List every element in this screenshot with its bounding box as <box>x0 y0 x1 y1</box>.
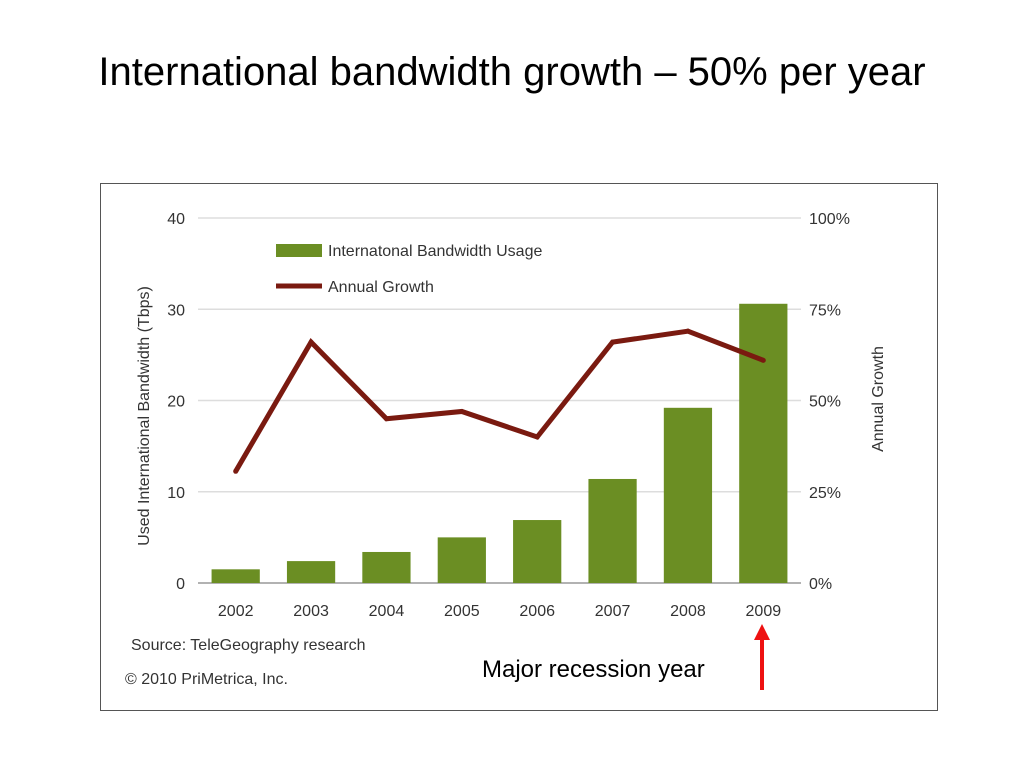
y-tick-label-left: 30 <box>167 302 185 319</box>
x-tick-label: 2004 <box>369 603 405 620</box>
recession-annotation: Major recession year <box>482 656 705 683</box>
x-tick-label: 2008 <box>670 603 706 620</box>
growth-point-2004 <box>383 416 389 422</box>
up-arrow-icon <box>754 624 770 690</box>
legend-label-bandwidth: Internatonal Bandwidth Usage <box>328 243 542 260</box>
bar-2002 <box>211 569 260 583</box>
bar-2005 <box>437 537 486 583</box>
tick-labels: 0 0% 10 25% 20 50% 30 75% 40 100% 2002 2003 2004 2005… <box>167 211 850 620</box>
growth-point-2003 <box>308 339 314 345</box>
bar-2009 <box>739 303 788 583</box>
bar-2007 <box>588 478 637 583</box>
growth-series-line <box>233 328 765 473</box>
y-axis-label-left: Used International Bandwidth (Tbps) <box>136 286 153 546</box>
x-tick-label: 2002 <box>218 603 254 620</box>
legend-swatch-bandwidth <box>276 244 322 257</box>
growth-point-2002 <box>233 468 239 474</box>
y-tick-label-right: 50% <box>809 394 841 411</box>
source-text: Source: TeleGeography research <box>131 637 366 654</box>
growth-point-2006 <box>534 434 540 440</box>
growth-point-2008 <box>685 328 691 334</box>
y-axis-label-right: Annual Growth <box>870 346 887 452</box>
chart-frame: 0 0% 10 25% 20 50% 30 75% 40 100% 2002 2003 2004 2005… <box>100 183 938 711</box>
bar-2006 <box>513 520 562 583</box>
legend: Internatonal Bandwidth Usage Annual Grow… <box>276 243 542 296</box>
x-tick-label: 2007 <box>595 603 631 620</box>
y-tick-label-left: 20 <box>167 394 185 411</box>
growth-point-2009 <box>760 357 766 363</box>
y-tick-label-right: 75% <box>809 302 841 319</box>
growth-point-2005 <box>459 408 465 414</box>
y-tick-label-right: 25% <box>809 485 841 502</box>
x-tick-label: 2009 <box>746 603 782 620</box>
growth-line <box>233 328 766 474</box>
bandwidth-chart: 0 0% 10 25% 20 50% 30 75% 40 100% 2002 2003 2004 2005… <box>125 211 887 688</box>
growth-point-2007 <box>610 339 616 345</box>
y-tick-label-left: 40 <box>167 211 185 228</box>
bar-2003 <box>286 561 336 583</box>
bars <box>211 303 788 583</box>
x-tick-label: 2003 <box>293 603 329 620</box>
bar-2004 <box>362 551 411 583</box>
bar-2008 <box>663 407 713 583</box>
legend-label-growth: Annual Growth <box>328 279 434 296</box>
x-tick-label: 2006 <box>519 603 555 620</box>
y-tick-label-left: 0 <box>176 576 185 593</box>
copyright-text: © 2010 PriMetrica, Inc. <box>125 671 288 688</box>
x-tick-label: 2005 <box>444 603 480 620</box>
y-tick-label-right: 0% <box>809 576 832 593</box>
y-tick-label-right: 100% <box>809 211 850 228</box>
y-tick-label-left: 10 <box>167 485 185 502</box>
slide-title: International bandwidth growth – 50% per… <box>98 50 926 94</box>
